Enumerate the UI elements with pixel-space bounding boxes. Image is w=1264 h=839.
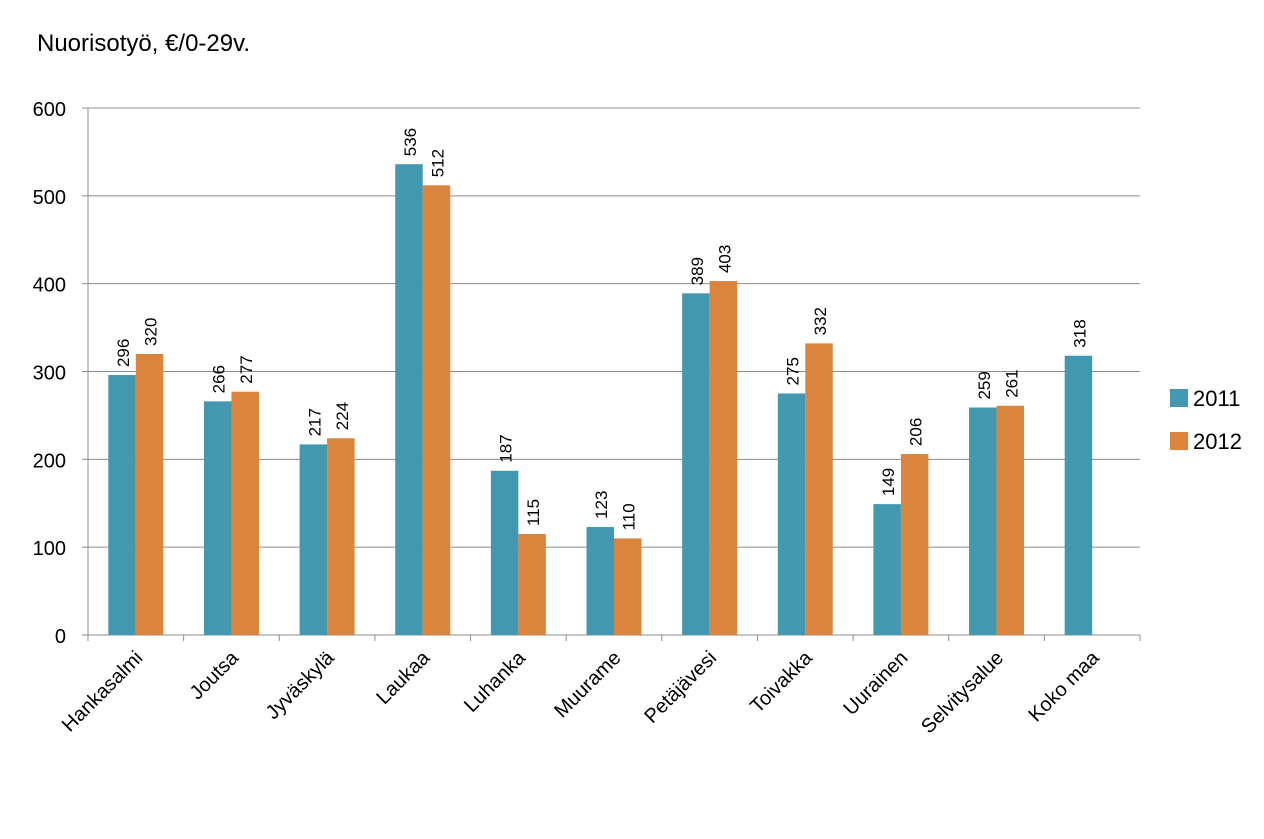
data-label: 206 [907,418,926,446]
bar [614,538,642,635]
y-tick-label: 100 [33,538,66,560]
bar [777,393,806,635]
data-label: 110 [620,503,639,530]
data-label: 536 [401,128,420,156]
data-label: 403 [715,245,734,273]
bar [203,401,232,635]
y-tick-label: 500 [33,187,66,209]
category-label: Selvitysalue [917,647,1008,738]
bar [709,281,738,635]
data-label: 261 [1002,369,1021,397]
bar [299,444,328,635]
data-label: 217 [305,408,324,436]
chart-title: Nuorisotyö, €/0-29v. [37,30,250,57]
legend-swatch [1170,389,1188,407]
legend-swatch [1170,432,1188,450]
category-label: Petäjävesi [640,647,721,728]
bar [422,185,451,635]
bar [395,164,423,636]
y-tick-label: 400 [33,275,66,297]
data-label: 149 [879,468,898,496]
bar [135,353,164,635]
bar [873,504,901,635]
y-tick-label: 200 [33,450,66,472]
legend-label: 2011 [1193,386,1240,411]
bar [1064,355,1093,635]
data-label: 512 [428,149,447,177]
data-label: 332 [811,307,830,335]
bar [518,533,546,635]
data-label: 318 [1070,319,1089,347]
legend-label: 2012 [1193,429,1242,454]
data-label: 320 [142,318,161,346]
category-label: Toivakka [746,646,817,717]
bar [327,438,355,635]
bar [900,454,929,635]
bar [231,391,259,635]
category-label: Uurainen [839,647,912,720]
data-label: 389 [688,257,707,285]
bar [108,375,136,635]
bar [682,293,710,635]
category-label: Laukaa [372,646,435,709]
y-tick-label: 0 [55,626,66,648]
category-label: Luhanka [460,646,530,716]
data-label: 296 [114,339,133,367]
category-label: Koko maa [1024,646,1104,726]
bar [969,407,997,635]
category-label: Joutsa [186,646,244,704]
category-label: Jyväskylä [262,646,339,723]
bar [490,470,519,635]
data-label: 187 [497,434,516,462]
data-label: 275 [784,357,803,385]
data-label: 277 [237,355,256,383]
bar [805,343,833,635]
data-label: 224 [333,402,352,430]
y-tick-label: 600 [33,99,66,121]
bar [586,526,614,635]
data-label: 115 [524,499,543,526]
data-label: 123 [592,491,611,519]
category-label: Muurame [550,647,625,722]
data-label: 259 [975,371,994,399]
y-tick-label: 300 [33,363,66,385]
bar [996,405,1025,635]
data-label: 266 [210,365,229,393]
category-label: Hankasalmi [58,647,147,736]
